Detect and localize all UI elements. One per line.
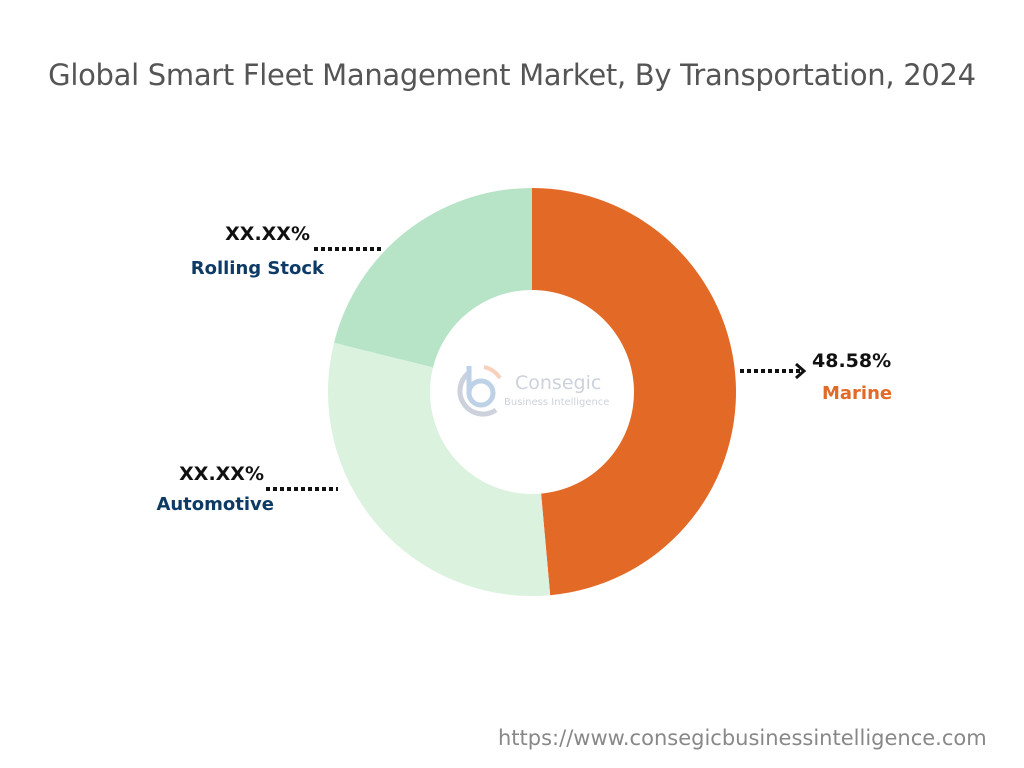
- chart-title: Global Smart Fleet Management Market, By…: [48, 58, 976, 92]
- data-label-marine: 48.58%: [812, 350, 891, 372]
- svg-text:Consegic: Consegic: [515, 372, 601, 394]
- arrow-icon: [795, 362, 807, 380]
- slice-automotive: [327, 342, 551, 596]
- data-label-automotive: XX.XX%: [179, 463, 264, 485]
- logo-watermark: Consegic Business Intelligence: [457, 365, 609, 417]
- category-label-automotive: Automotive: [156, 494, 274, 515]
- source-url: https://www.consegicbusinessintelligence…: [498, 726, 987, 750]
- slice-marine: [532, 188, 737, 596]
- category-label-marine: Marine: [822, 383, 892, 404]
- svg-text:Business Intelligence: Business Intelligence: [504, 397, 609, 408]
- slice-rolling-stock: [334, 188, 532, 368]
- data-label-rolling-stock: XX.XX%: [225, 223, 310, 245]
- category-label-rolling-stock: Rolling Stock: [191, 258, 325, 279]
